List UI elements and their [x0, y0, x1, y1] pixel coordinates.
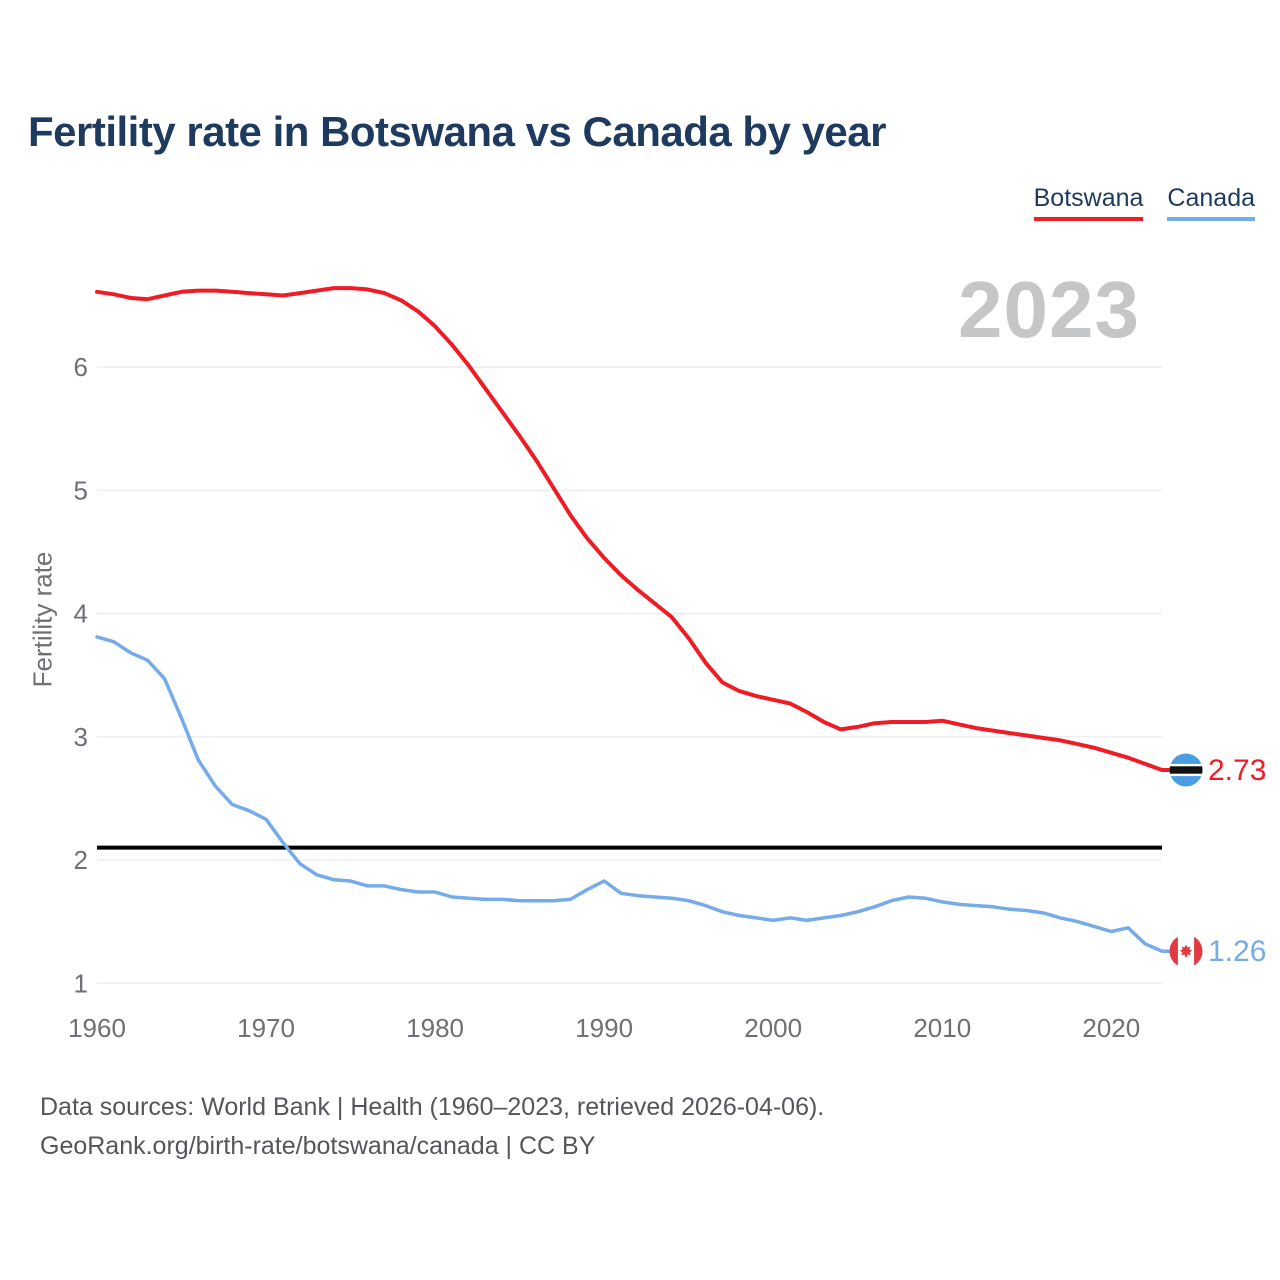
x-tick-label: 2010 [913, 1013, 971, 1043]
x-tick-label: 2020 [1082, 1013, 1140, 1043]
canada-flag-icon [1169, 934, 1203, 968]
x-tick-label: 1970 [237, 1013, 295, 1043]
chart-title: Fertility rate in Botswana vs Canada by … [28, 108, 887, 155]
botswana-flag-icon [1169, 753, 1203, 787]
footer: Data sources: World Bank | Health (1960–… [40, 1088, 824, 1166]
footer-sources-line: Data sources: World Bank | Health (1960–… [40, 1093, 825, 1121]
legend: Botswana Canada [1033, 184, 1255, 221]
botswana-line[interactable] [95, 286, 1177, 772]
footer-attribution-line: GeoRank.org/birth-rate/botswana/canada |… [40, 1132, 596, 1160]
y-tick-label: 6 [74, 352, 88, 382]
legend-item-botswana[interactable]: Botswana [1033, 184, 1144, 221]
canada-end-value: 1.26 [1208, 935, 1266, 968]
legend-item-canada[interactable]: Canada [1167, 184, 1255, 221]
y-tick-label: 1 [74, 968, 88, 998]
x-tick-label: 1980 [406, 1013, 464, 1043]
x-tick-label: 1960 [68, 1013, 126, 1043]
y-tick-label: 2 [74, 845, 88, 875]
y-tick-label: 4 [74, 599, 88, 629]
botswana-end-value: 2.73 [1208, 754, 1266, 787]
y-tick-label: 3 [74, 722, 88, 752]
x-tick-label: 2000 [744, 1013, 802, 1043]
plot-area: 1 2 3 4 5 6 1960 1970 1980 1990 2000 2010 2020 [68, 286, 1177, 1043]
x-tick-label: 1990 [575, 1013, 633, 1043]
y-tick-label: 5 [74, 475, 88, 505]
canada-line[interactable] [95, 635, 1177, 953]
year-watermark: 2023 [958, 265, 1140, 354]
